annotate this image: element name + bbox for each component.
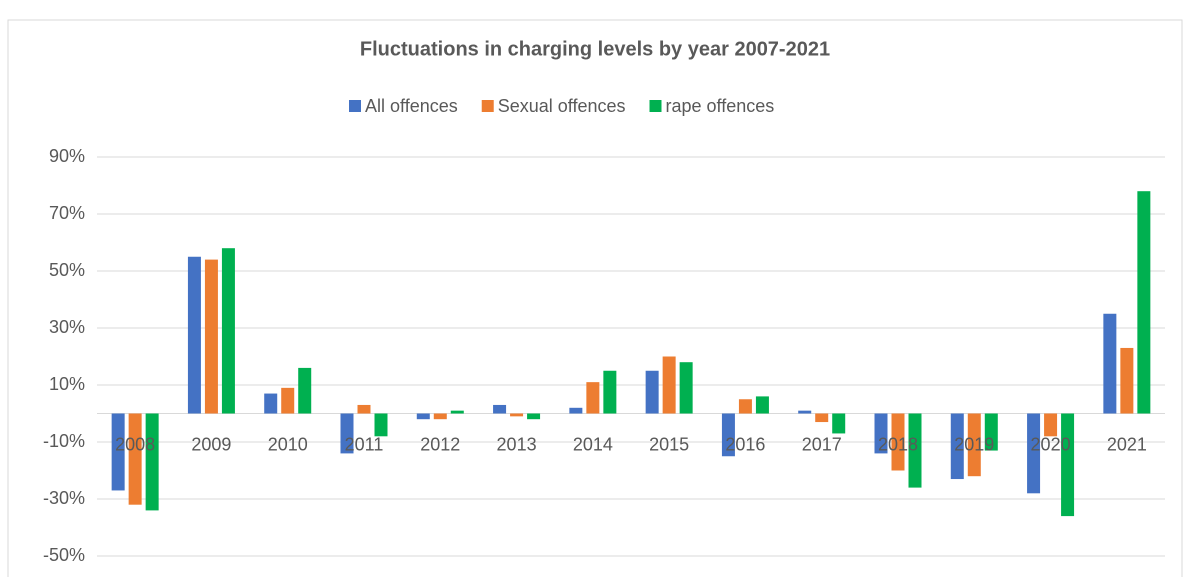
bar <box>984 413 998 451</box>
x-tick-label: 2015 <box>649 434 689 454</box>
bar <box>832 413 846 434</box>
bar <box>645 370 659 414</box>
bar <box>874 413 888 454</box>
bar <box>1044 413 1058 437</box>
x-tick-label: 2013 <box>497 434 537 454</box>
bar <box>569 407 583 414</box>
bar <box>586 382 600 414</box>
x-tick-label: 2019 <box>954 434 994 454</box>
bar <box>1137 191 1151 414</box>
bar <box>111 413 125 491</box>
x-tick-label: 2014 <box>573 434 613 454</box>
legend-label: rape offences <box>666 96 775 116</box>
x-tick-label: 2012 <box>420 434 460 454</box>
y-tick-label: -50% <box>43 545 85 565</box>
x-tick-label: 2016 <box>725 434 765 454</box>
legend: All offences Sexual offences rape offences <box>349 96 774 116</box>
chart-frame <box>7 19 1183 577</box>
bar <box>187 256 201 414</box>
bar <box>527 413 541 420</box>
bar <box>493 404 507 414</box>
bar <box>298 367 312 414</box>
bar <box>340 413 354 454</box>
bar <box>1120 347 1134 414</box>
x-tick-label: 2009 <box>191 434 231 454</box>
x-tick-label: 2011 <box>345 434 384 454</box>
bar <box>738 399 752 414</box>
bar <box>662 356 676 414</box>
y-tick-label: -10% <box>43 431 85 451</box>
legend-swatch <box>349 100 361 112</box>
bar <box>798 410 812 414</box>
bar <box>603 370 617 414</box>
chart-title: Fluctuations in charging levels by year … <box>360 38 830 60</box>
bar <box>755 396 769 414</box>
bar <box>128 413 142 505</box>
bar <box>204 259 218 414</box>
x-tick-label: 2010 <box>268 434 308 454</box>
bar <box>950 413 964 480</box>
bar <box>357 404 371 414</box>
y-tick-label: 30% <box>49 317 85 337</box>
bar <box>433 413 447 420</box>
bar <box>374 413 388 437</box>
legend-label: Sexual offences <box>498 96 626 116</box>
bar <box>815 413 829 423</box>
y-tick-label: 70% <box>49 203 85 223</box>
bar <box>1103 313 1117 414</box>
x-tick-label: 2021 <box>1107 434 1147 454</box>
bar <box>908 413 922 488</box>
bar <box>264 393 278 414</box>
legend-swatch <box>649 100 662 112</box>
x-tick-label: 2017 <box>802 434 842 454</box>
bar <box>967 413 981 477</box>
bar <box>221 248 235 414</box>
bar <box>510 413 524 417</box>
y-tick-label: 90% <box>49 146 85 166</box>
x-tick-label: 2008 <box>115 434 155 454</box>
bar <box>721 413 735 457</box>
bar <box>1027 413 1041 494</box>
y-tick-label: 50% <box>49 260 85 280</box>
bar <box>281 387 295 414</box>
bar <box>416 413 430 420</box>
legend-swatch <box>481 100 494 112</box>
y-tick-label: 10% <box>49 374 85 394</box>
legend-label: All offences <box>365 96 458 116</box>
bar <box>145 413 159 511</box>
bar <box>891 413 905 471</box>
bar <box>679 362 693 414</box>
y-tick-label: -30% <box>43 488 85 508</box>
bar <box>1061 413 1075 517</box>
bar <box>450 410 464 414</box>
x-tick-label: 2018 <box>878 434 918 454</box>
x-tick-label: 2020 <box>1031 434 1071 454</box>
